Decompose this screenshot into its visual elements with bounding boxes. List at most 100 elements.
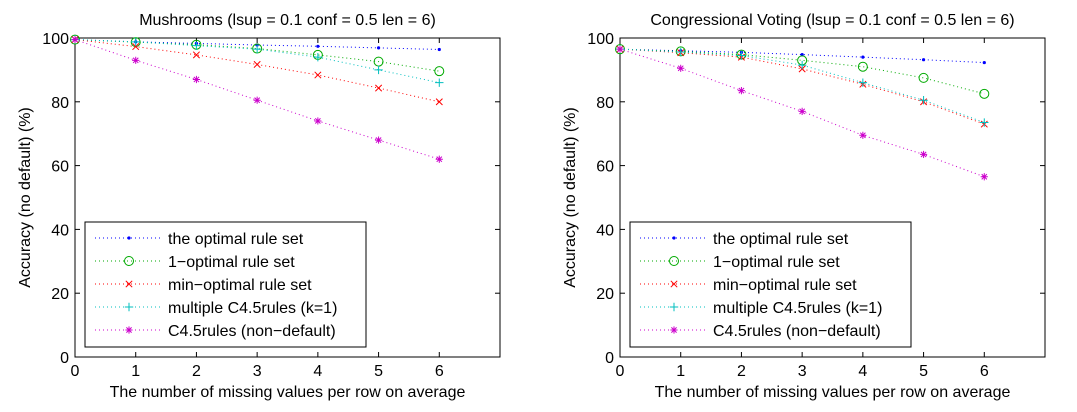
x-tick-label: 5 (919, 363, 928, 380)
series-5 (616, 45, 988, 181)
x-tick-label: 1 (676, 363, 685, 380)
data-point (919, 96, 928, 105)
legend-marker (670, 280, 678, 288)
x-tick-label: 3 (798, 363, 807, 380)
legend-marker (669, 256, 679, 266)
legend-entry: 1−optimal rule set (713, 254, 840, 271)
data-point (737, 51, 746, 60)
y-tick-label: 20 (596, 286, 614, 303)
data-point (676, 47, 685, 57)
data-point (252, 44, 262, 54)
data-point (982, 60, 986, 65)
data-point (316, 44, 320, 48)
data-point (253, 96, 261, 104)
legend-entry: the optimal rule set (168, 231, 304, 248)
data-point (798, 107, 806, 115)
data-point (314, 71, 322, 79)
x-tick-label: 5 (374, 363, 383, 380)
data-point (979, 88, 990, 99)
legend-marker (669, 302, 679, 312)
data-point (800, 52, 804, 57)
y-tick-label: 80 (596, 95, 614, 112)
chart-panel-1: Mushrooms (lsup = 0.1 conf = 0.5 len = 6… (17, 12, 501, 401)
legend-marker (125, 280, 133, 288)
x-tick-label: 6 (980, 363, 989, 380)
data-point (434, 66, 445, 77)
data-point (797, 60, 807, 70)
data-point (314, 117, 322, 125)
data-point (192, 41, 201, 50)
series-3 (71, 36, 443, 106)
data-point (921, 58, 926, 62)
legend-entry: multiple C4.5rules (k=1) (713, 300, 882, 317)
x-tick-label: 3 (253, 363, 262, 380)
data-point (374, 65, 383, 75)
chart-title: Congressional Voting (lsup = 0.1 conf = … (650, 12, 1014, 29)
data-point (980, 173, 988, 181)
legend-marker (672, 236, 676, 240)
y-tick-label: 40 (596, 222, 614, 239)
legend-entry: multiple C4.5rules (k=1) (168, 300, 337, 317)
y-tick-label: 60 (51, 159, 69, 176)
data-point (132, 43, 140, 51)
data-point (859, 131, 867, 139)
chart-panel-2: Congressional Voting (lsup = 0.1 conf = … (562, 12, 1046, 401)
data-point (435, 98, 443, 106)
data-point (376, 46, 381, 50)
data-point (192, 75, 201, 84)
y-tick-label: 40 (51, 222, 69, 239)
legend-marker (125, 326, 133, 334)
x-tick-label: 0 (71, 363, 80, 380)
y-axis-label: Accuracy (no default) (%) (17, 107, 34, 288)
x-axis-label: The number of missing values per row on … (655, 384, 1011, 401)
y-tick-label: 60 (596, 159, 614, 176)
legend: the optimal rule set 1−optimal rule set mi… (629, 221, 912, 348)
data-point (861, 55, 865, 59)
legend-entry: C4.5rules (non−default) (713, 323, 881, 340)
data-point (132, 56, 140, 64)
data-point (374, 136, 383, 144)
data-point (375, 84, 383, 92)
data-point (677, 64, 685, 72)
chart-title: Mushrooms (lsup = 0.1 conf = 0.5 len = 6… (139, 12, 436, 29)
x-tick-label: 6 (435, 363, 444, 380)
x-tick-label: 4 (858, 363, 867, 380)
y-tick-label: 100 (42, 31, 69, 48)
data-point (313, 52, 323, 62)
data-point (857, 61, 868, 72)
data-point (435, 78, 444, 87)
legend-entry: C4.5rules (non−default) (168, 323, 336, 340)
legend-marker (124, 256, 134, 266)
legend-entry: min−optimal rule set (713, 277, 857, 294)
legend: the optimal rule set 1−optimal rule set mi… (84, 221, 367, 348)
x-tick-label: 2 (192, 363, 201, 380)
x-tick-label: 2 (737, 363, 746, 380)
x-axis-label: The number of missing values per row on … (110, 384, 466, 401)
data-point (918, 72, 929, 83)
x-tick-label: 4 (313, 363, 322, 380)
y-tick-label: 80 (51, 95, 69, 112)
data-point (131, 37, 140, 47)
data-point (71, 35, 79, 44)
legend-entry: min−optimal rule set (168, 277, 312, 294)
x-tick-label: 1 (131, 363, 140, 380)
y-tick-label: 0 (605, 350, 614, 367)
legend-marker (124, 302, 134, 312)
y-tick-label: 20 (51, 286, 69, 303)
legend-marker (127, 236, 131, 240)
x-tick-label: 0 (616, 363, 625, 380)
series-5 (71, 35, 443, 163)
data-point (192, 51, 200, 59)
legend-entry: 1−optimal rule set (168, 254, 295, 271)
y-axis-label: Accuracy (no default) (%) (562, 107, 579, 288)
data-point (253, 60, 261, 69)
data-point (858, 78, 868, 87)
data-point (616, 45, 624, 53)
data-point (919, 150, 928, 159)
data-point (980, 118, 989, 127)
legend-entry: the optimal rule set (713, 231, 849, 248)
legend-marker (670, 326, 678, 334)
y-tick-label: 0 (60, 350, 69, 367)
data-point (437, 47, 441, 52)
